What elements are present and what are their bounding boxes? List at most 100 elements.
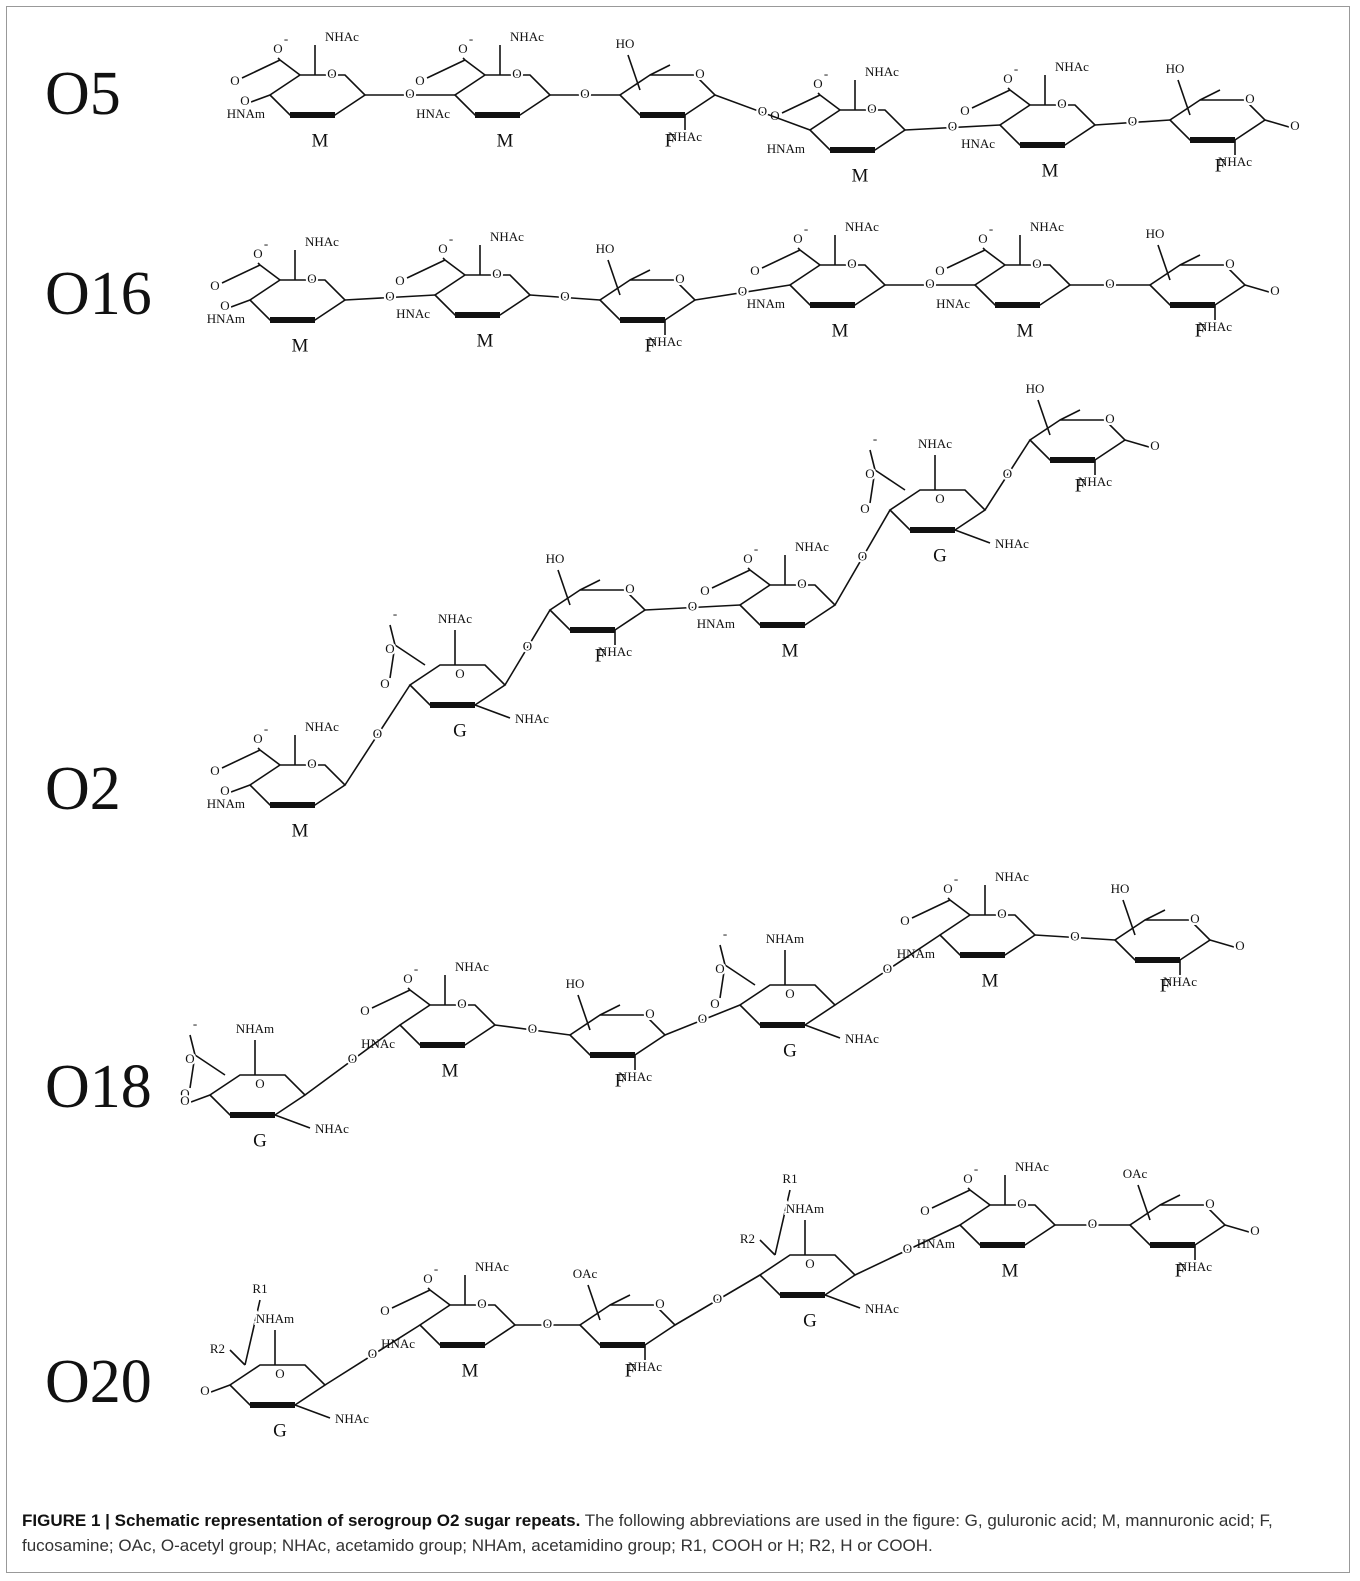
link-oxygen: O <box>368 1346 377 1361</box>
residue-letter: M <box>477 330 494 351</box>
substituent-label: NHAc <box>490 229 524 244</box>
link-oxygen: O <box>1070 928 1079 943</box>
residue-letter: F <box>1175 1260 1186 1281</box>
link-oxygen: O <box>240 93 249 108</box>
substituent-label: O <box>1245 91 1254 106</box>
substituent-label: O <box>943 881 952 896</box>
glycosidic-bond <box>504 609 551 686</box>
substituent-label: O <box>935 263 944 278</box>
residue-letter: F <box>625 1360 636 1381</box>
residue-letter: G <box>933 545 947 566</box>
bond <box>389 644 396 679</box>
substituent-label: O <box>1017 1196 1026 1211</box>
link-oxygen: O <box>373 726 382 741</box>
residue-letter: F <box>1160 975 1171 996</box>
sugar-ring <box>1113 919 1212 961</box>
substituent-label: HNAm <box>207 311 245 326</box>
substituent-label: - <box>1014 61 1018 76</box>
substituent-label: O <box>492 266 501 281</box>
substituent-label: O <box>455 666 464 681</box>
bond <box>982 247 986 251</box>
substituent-label: O <box>185 1051 194 1066</box>
bond <box>406 259 446 279</box>
sugar-ring <box>618 74 717 116</box>
bond <box>221 264 261 284</box>
link-oxygen: O <box>220 783 229 798</box>
glycosidic-bond <box>304 1024 401 1096</box>
substituent-label: - <box>449 231 453 246</box>
bond <box>250 94 271 103</box>
residue-letter: F <box>1195 320 1206 341</box>
substituent-label: NHAc <box>1178 1259 1212 1274</box>
bond <box>819 94 841 111</box>
substituent-label: O <box>327 66 336 81</box>
substituent-label: O <box>813 76 822 91</box>
glycosidic-bond <box>854 1224 961 1276</box>
link-oxygen: O <box>883 961 892 976</box>
link-oxygen: O <box>580 86 589 101</box>
bond <box>407 987 411 991</box>
substituent-label: O <box>920 1203 929 1218</box>
residue-letter: F <box>645 335 656 356</box>
glycosidic-bond <box>344 294 436 301</box>
bond <box>579 579 601 591</box>
substituent-label: NHAc <box>1055 59 1089 74</box>
link-oxygen: O <box>385 288 394 303</box>
substituent-label: O <box>307 756 316 771</box>
substituent-label: NHAc <box>510 29 544 44</box>
substituent-label: R1 <box>252 1281 267 1296</box>
substituent-label: NHAc <box>845 219 879 234</box>
residue-letter: G <box>453 720 467 741</box>
bond <box>257 747 261 751</box>
link-oxygen: O <box>1105 276 1114 291</box>
substituent-label: O <box>275 1366 284 1381</box>
substituent-label: O <box>900 913 909 928</box>
substituent-label: HNAm <box>767 141 805 156</box>
bond <box>599 1004 621 1016</box>
bond <box>954 529 991 544</box>
sugar-ring <box>248 764 347 806</box>
substituent-label: HNAc <box>396 306 430 321</box>
residue-letter: M <box>852 165 869 186</box>
serogroup-label: O20 <box>45 1348 152 1416</box>
substituent-label: HNAc <box>961 136 995 151</box>
substituent-label: HO <box>566 976 585 991</box>
glycosidic-bond <box>904 124 1001 131</box>
bond <box>1159 1194 1181 1206</box>
substituent-label: O <box>847 256 856 271</box>
substituent-label: HNAm <box>207 796 245 811</box>
residue-letter: M <box>462 1360 479 1381</box>
residue-letter: M <box>1002 1260 1019 1281</box>
substituent-label: NHAc <box>1198 319 1232 334</box>
substituent-label: HO <box>596 241 615 256</box>
bond <box>409 989 431 1006</box>
sugar-ring <box>248 279 347 321</box>
bond <box>984 249 1006 266</box>
link-oxygen: O <box>1235 938 1244 953</box>
bond <box>189 1034 196 1056</box>
sugar-ring <box>1128 1204 1227 1246</box>
substituent-label: NHAc <box>598 644 632 659</box>
bond <box>627 54 641 91</box>
residue-letter: F <box>1215 155 1226 176</box>
bond <box>444 259 466 276</box>
substituent-label: HNAm <box>697 616 735 631</box>
sugar-ring <box>938 914 1037 956</box>
substituent-label: NHAc <box>628 1359 662 1374</box>
bond <box>1224 1224 1250 1233</box>
substituent-label: O <box>710 996 719 1011</box>
substituent-label: O <box>865 466 874 481</box>
substituent-label: O <box>385 641 394 656</box>
caption-title: FIGURE 1 | Schematic representation of s… <box>22 1511 581 1530</box>
substituent-label: O <box>1105 411 1114 426</box>
bond <box>969 1189 991 1206</box>
substituent-label: - <box>434 1261 438 1276</box>
substituent-label: O <box>1057 96 1066 111</box>
bond <box>577 994 591 1031</box>
substituent-label: O <box>715 961 724 976</box>
substituent-label: HO <box>616 36 635 51</box>
substituent-label: O <box>273 41 282 56</box>
substituent-label: NHAc <box>865 1301 899 1316</box>
substituent-label: O <box>477 1296 486 1311</box>
substituent-label: - <box>989 221 993 236</box>
